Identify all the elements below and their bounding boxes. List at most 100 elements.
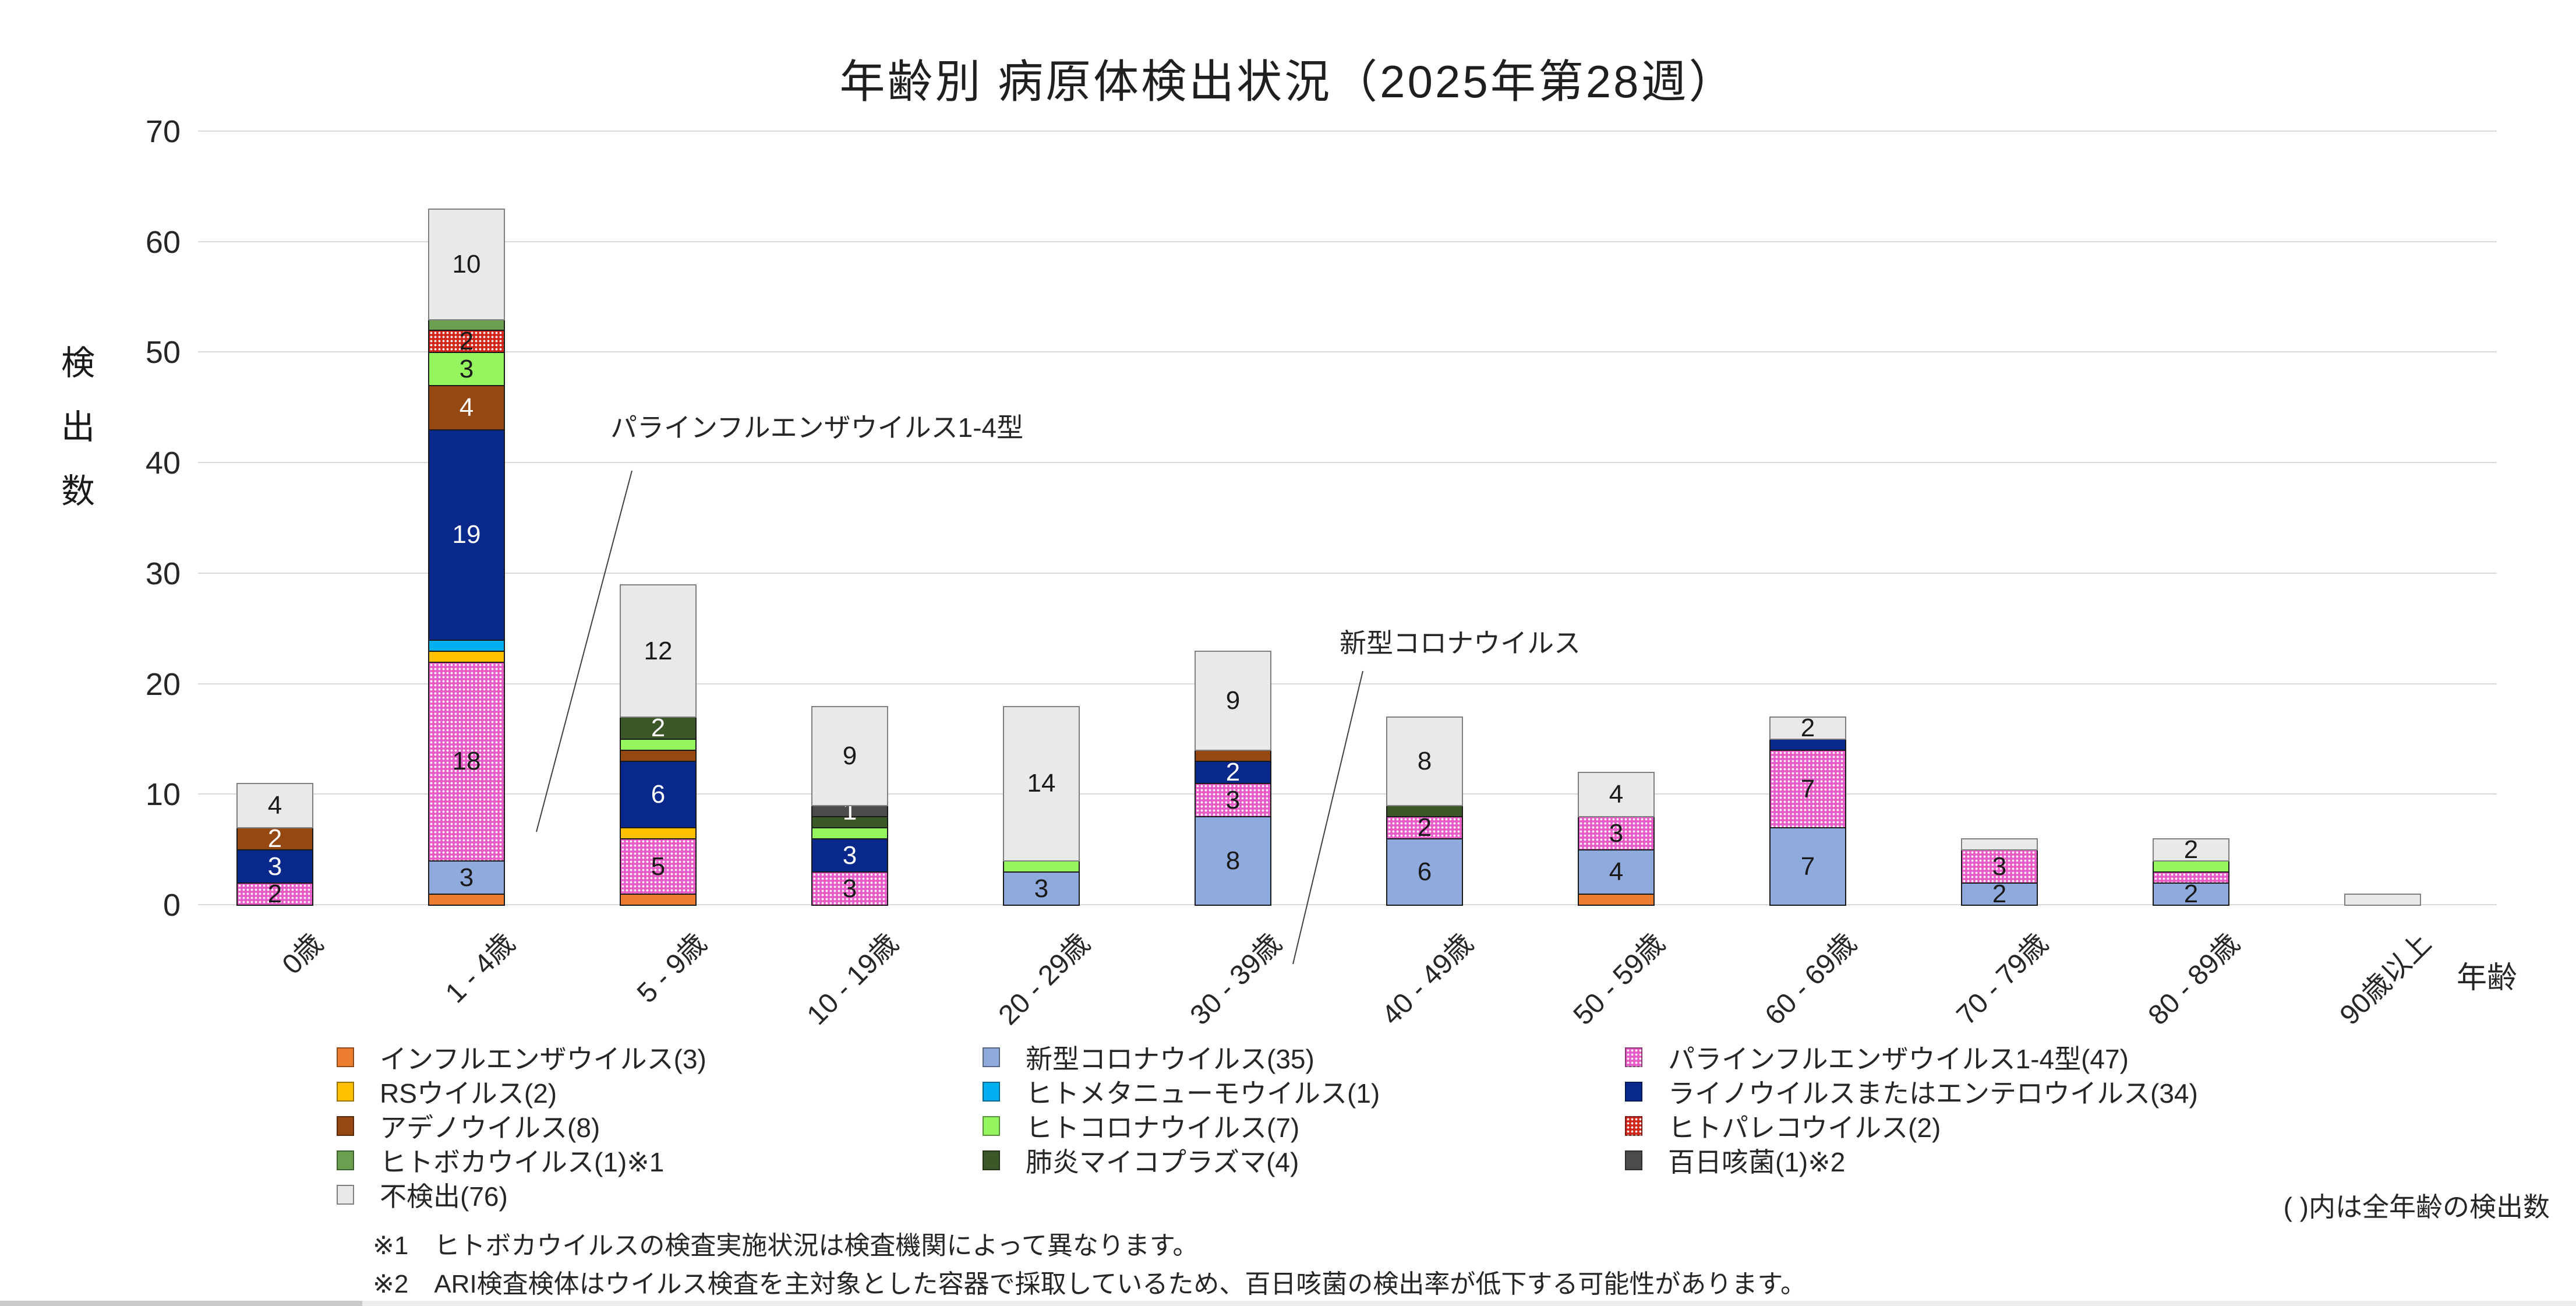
bar-segment: 8 <box>1195 816 1271 906</box>
bar-segment: 2 <box>428 327 505 356</box>
bar-segment: 3 <box>811 838 888 873</box>
segment-value-label: 3 <box>1992 852 2007 881</box>
segment-value-label: 4 <box>1609 780 1624 809</box>
segment-value-label: 3 <box>459 354 474 383</box>
bar-segment: 18 <box>428 661 505 862</box>
footnote-1: ※1 ヒトボカウイルスの検査実施状況は検査機関によって異なります。 <box>373 1231 1199 1260</box>
legend-label: 肺炎マイコプラズマ(4) <box>1026 1147 1299 1177</box>
legend-swatch-icon <box>337 1082 354 1102</box>
legend-label: ヒトメタニューモウイルス(1) <box>1026 1078 1380 1109</box>
annotation-label: 新型コロナウイルス <box>1340 628 1581 658</box>
bar-segment: 2 <box>1386 815 1463 841</box>
segment-value-label: 7 <box>1800 852 1815 881</box>
bar-segment: 4 <box>1578 772 1655 818</box>
segment-value-label: 12 <box>644 636 673 665</box>
segment-value-label: 7 <box>1800 774 1815 803</box>
bar-segment: 2 <box>236 880 313 909</box>
legend-label: インフルエンザウイルス(3) <box>380 1044 706 1074</box>
x-tick-label: 1 - 4歳 <box>440 927 521 1009</box>
chart-title: 年齢別 病原体検出状況（2025年第28週） <box>839 56 1737 107</box>
legend-label: 不検出(76) <box>380 1181 508 1212</box>
legend-swatch-icon <box>983 1116 1000 1136</box>
legend-swatch-icon <box>1625 1047 1642 1067</box>
segment-value-label: 2 <box>2183 835 2199 864</box>
bar-segment <box>1961 838 2038 851</box>
gridline-50 <box>198 351 2497 353</box>
bar-segment <box>620 894 697 906</box>
legend-item: RSウイルス(2) <box>337 1072 557 1111</box>
segment-value-label: 2 <box>2183 880 2199 909</box>
bar-segment: 6 <box>620 761 697 829</box>
gridline-40 <box>198 462 2497 464</box>
bar-segment: 1 <box>811 798 888 824</box>
x-axis-label: 年齢 <box>2457 961 2518 995</box>
bar-segment: 6 <box>1386 838 1463 906</box>
bar-segment: 3 <box>428 352 505 387</box>
segment-value-label: 8 <box>1417 747 1432 776</box>
bar-segment: 7 <box>1769 750 1846 829</box>
segment-value-label: 6 <box>651 780 666 809</box>
segment-value-label: 18 <box>452 747 481 776</box>
bar-segment <box>620 827 697 840</box>
bar-segment <box>1195 750 1271 763</box>
gridline-20 <box>198 683 2497 684</box>
segment-value-label: 2 <box>459 327 474 356</box>
horizontal-scrollbar-thumb[interactable] <box>0 1301 362 1306</box>
bar-segment: 19 <box>428 429 505 641</box>
segment-value-label: 9 <box>842 741 857 770</box>
bar-segment: 9 <box>1195 650 1271 751</box>
legend-swatch-icon <box>337 1185 354 1205</box>
x-tick-label: 50 - 59歳 <box>1567 927 1671 1031</box>
legend-item: 百日咳菌(1)※2 <box>1625 1141 1845 1180</box>
segment-value-label: 4 <box>1609 857 1624 887</box>
legend-swatch-icon <box>337 1047 354 1067</box>
y-tick-40: 40 <box>145 446 181 481</box>
annotation-label: パラインフルエンザウイルス1-4型 <box>610 412 1024 443</box>
legend-label: ライノウイルスまたはエンテロウイルス(34) <box>1668 1078 2198 1109</box>
legend-swatch-icon <box>337 1150 354 1170</box>
bar-segment: 8 <box>1386 716 1463 807</box>
legend-swatch-icon <box>983 1150 1000 1170</box>
segment-value-label: 2 <box>1800 714 1815 743</box>
bar-segment <box>428 894 505 906</box>
segment-value-label: 9 <box>1225 686 1241 715</box>
segment-value-label: 3 <box>267 852 282 881</box>
bar-segment <box>2153 871 2229 884</box>
legend-item: ライノウイルスまたはエンテロウイルス(34) <box>1625 1072 2198 1111</box>
legend-item: パラインフルエンザウイルス1-4型(47) <box>1625 1038 2129 1076</box>
horizontal-scrollbar-track[interactable] <box>0 1301 2576 1306</box>
x-tick-label: 90歳以上 <box>2334 927 2437 1031</box>
legend-item: 不検出(76) <box>337 1176 508 1214</box>
bar-segment <box>1003 860 1080 873</box>
legend-item: 肺炎マイコプラズマ(4) <box>983 1141 1299 1180</box>
gridline-30 <box>198 572 2497 574</box>
bar-segment: 4 <box>1578 849 1655 895</box>
legend-label: パラインフルエンザウイルス1-4型(47) <box>1668 1044 2129 1074</box>
bar-segment: 2 <box>1961 881 2038 907</box>
bar-segment: 2 <box>1195 760 1271 785</box>
footnote-2: ※2 ARI検査検体はウイルス検査を主対象とした容器で採取しているため、百日咳菌… <box>373 1270 1806 1298</box>
legend-swatch-icon <box>983 1082 1000 1102</box>
gridline-0 <box>198 904 2497 905</box>
segment-value-label: 14 <box>1027 769 1056 798</box>
legend-label: ヒトコロナウイルス(7) <box>1026 1113 1300 1143</box>
bar-segment: 7 <box>1769 827 1846 906</box>
segment-value-label: 6 <box>1417 857 1432 887</box>
x-tick-label: 20 - 29歳 <box>992 927 1096 1031</box>
bar-segment: 3 <box>1003 871 1080 906</box>
bar-segment: 10 <box>428 208 505 320</box>
bar-segment: 3 <box>1195 783 1271 818</box>
segment-value-label: 2 <box>267 880 282 909</box>
bar-segment: 3 <box>236 849 313 884</box>
y-tick-30: 30 <box>145 556 181 591</box>
x-tick-label: 10 - 19歳 <box>801 927 904 1031</box>
legend-label: 新型コロナウイルス(35) <box>1026 1044 1314 1074</box>
bar-segment: 3 <box>428 860 505 895</box>
bar-segment <box>428 319 505 331</box>
segment-value-label: 3 <box>1034 874 1049 903</box>
y-tick-70: 70 <box>145 114 181 149</box>
bar-segment: 3 <box>1578 816 1655 851</box>
legend-label: 百日咳菌(1)※2 <box>1668 1147 1846 1177</box>
legend-item: ヒトパレコウイルス(2) <box>1625 1107 1941 1145</box>
